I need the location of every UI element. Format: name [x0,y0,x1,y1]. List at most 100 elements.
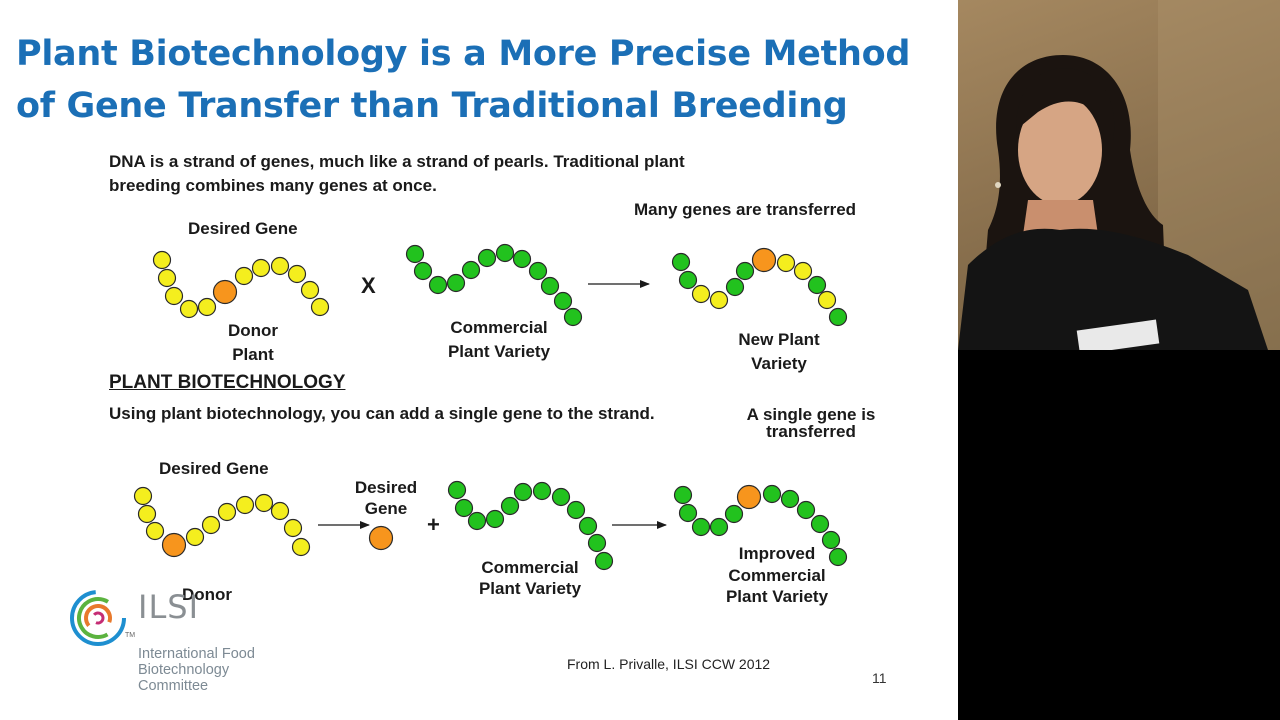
label-commercial-variety-bottom: Commercial Plant Variety [460,557,600,599]
label-improved-line-3: Plant Variety [725,587,829,606]
label-donor: Donor [182,585,233,604]
gene-bead [413,261,433,281]
slide-title-line-1: Plant Biotechnology is a More Precise Me… [16,34,911,74]
gene-bead [513,482,533,502]
label-improved-line-2: Commercial [728,565,826,585]
gene-bead [594,551,614,571]
label-donor-plant-line-1: Donor [227,321,279,340]
plus-symbol: + [427,512,440,537]
gene-bead [291,537,311,557]
gene-bead [310,297,330,317]
gene-bead [724,504,744,524]
ilsi-logo: TM ILSI International Food Biotechnology… [68,588,278,698]
presentation-slide: Plant Biotechnology is a More Precise Me… [0,0,958,720]
gene-bead [540,276,560,296]
gene-bead [796,500,816,520]
gene-bead [709,517,729,537]
gene-bead [725,277,745,297]
gene-bead [528,261,548,281]
label-commercial-variety-top: Commercial Plant Variety [429,316,569,364]
gene-bead [735,261,755,281]
gene-bead [807,275,827,295]
gene-bead [532,481,552,501]
committee-name: International Food Biotechnology Committ… [138,646,255,694]
desired-gene-bead [736,484,762,510]
trademark-mark: TM [125,632,136,639]
slide-number: 11 [872,670,887,686]
gene-bead [709,290,729,310]
isolated-desired-gene-bead [368,525,394,551]
label-many-genes: Many genes are transferred [634,200,857,219]
gene-bead [467,511,487,531]
gene-bead [164,286,184,306]
ilsi-swirl-icon [70,590,126,646]
gene-bead [762,484,782,504]
label-new-plant-variety: New Plant Variety [724,328,834,376]
gene-bead [780,489,800,509]
label-commercial-line-2: Plant Variety [447,342,551,361]
section-heading-plant-biotechnology: PLANT BIOTECHNOLOGY [109,372,346,393]
gene-bead [234,266,254,286]
gene-bead [287,264,307,284]
biotech-donor-strand [133,486,311,558]
new-plant-variety-strand [671,247,848,327]
label-commercial-line-1: Commercial [450,318,548,337]
gene-transfer-diagram [133,243,848,571]
gene-bead [137,504,157,524]
gene-bead [145,521,165,541]
gene-bead [447,480,467,500]
donor-plant-strand [152,250,330,319]
gene-bead [566,500,586,520]
gene-bead [828,547,848,567]
desired-gene-bead [212,279,238,305]
intro-line-2: breeding combines many genes at once. [109,176,437,195]
desired-gene-bead [751,247,777,273]
label-commercial-bottom-line-2: Plant Variety [478,579,582,598]
gene-bead [563,307,583,327]
label-new-plant-line-2: Variety [751,354,807,373]
commercial-plant-strand [405,243,583,327]
label-single-gene-line-2: transferred [766,422,856,441]
gene-bead [828,307,848,327]
gene-bead [671,252,691,272]
gene-bead [810,514,830,534]
video-letterbox [958,350,1280,720]
gene-bead [477,248,497,268]
label-single-gene: A single gene is transferred [736,406,886,440]
gene-bead [405,244,425,264]
gene-bead [485,509,505,529]
ilsi-wordmark: ILSI [138,588,200,626]
gene-bead [454,498,474,518]
slide-title-line-2: of Gene Transfer than Traditional Breedi… [16,86,848,126]
slide-title: Plant Biotechnology is a More Precise Me… [16,28,910,132]
label-desired-gene-bottom: Desired Gene [159,459,269,478]
gene-bead [817,290,837,310]
gene-bead [691,517,711,537]
gene-bead [461,260,481,280]
gene-bead [283,518,303,538]
label-new-plant-line-1: New Plant [738,330,820,349]
gene-bead [551,487,571,507]
label-commercial-bottom-line-1: Commercial [481,558,579,577]
label-isolated-gene-line-1: Desired [354,478,418,497]
label-desired-gene-top: Desired Gene [188,219,298,238]
gene-bead [179,299,199,319]
gene-bead [821,530,841,550]
gene-bead [678,270,698,290]
intro-text: DNA is a strand of genes, much like a st… [109,150,829,198]
biotech-intro-text: Using plant biotechnology, you can add a… [109,404,655,423]
gene-bead [495,243,515,263]
gene-bead [217,502,237,522]
gene-bead [133,486,153,506]
intro-line-1: DNA is a strand of genes, much like a st… [109,152,685,171]
label-improved-variety: Improved Commercial Plant Variety [707,543,847,608]
label-isolated-desired-gene: Desired Gene [346,477,426,519]
gene-bead [152,250,172,270]
improved-variety-strand [673,484,848,567]
gene-bead [254,493,274,513]
label-improved-line-1: Improved [738,544,816,563]
speaker-silhouette [958,0,1280,350]
speaker-video-feed [958,0,1280,350]
gene-bead [251,258,271,278]
gene-bead [673,485,693,505]
